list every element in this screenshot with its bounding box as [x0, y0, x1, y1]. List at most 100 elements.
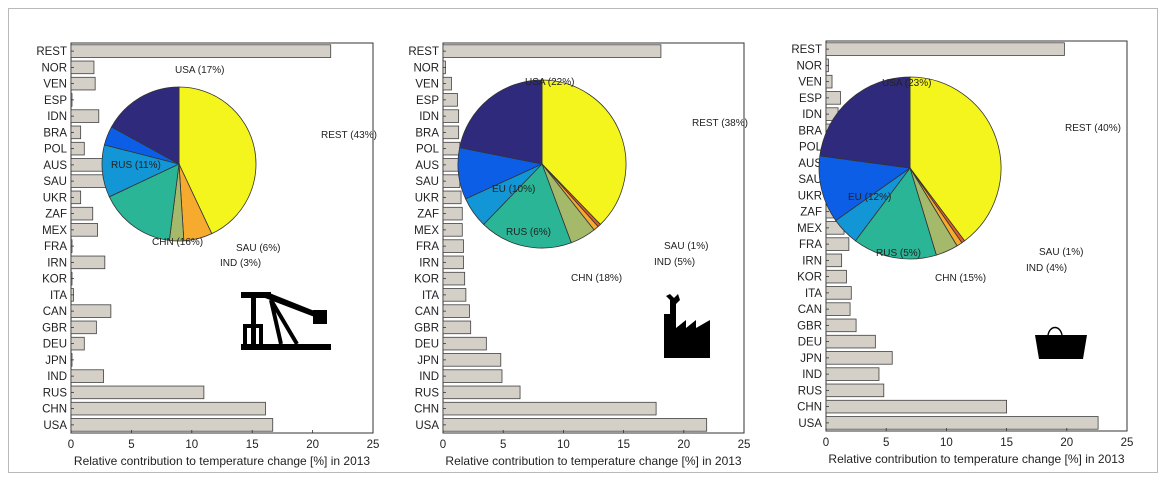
figure-frame: REST NOR VEN ESP IDN BRA POL AUS SAU UKR ZAF MEX FRA… — [8, 8, 1158, 473]
chart-panel-oil: REST NOR VEN ESP IDN BRA POL AUS SAU UKR ZAF MEX FRA… — [36, 42, 379, 468]
bar-rest — [442, 44, 662, 58]
category-label-jpn: JPN — [417, 355, 439, 367]
bar-deu — [825, 334, 876, 349]
x-axis-label: Relative contribution to temperature cha… — [445, 454, 742, 468]
bar-ind — [825, 367, 880, 381]
category-label-mex: MEX — [797, 223, 822, 235]
category-label-pol: POL — [416, 144, 440, 156]
bar-jpn — [825, 351, 893, 365]
category-label-bra: BRA — [415, 127, 439, 139]
bag-body — [1035, 335, 1087, 359]
category-label-can: CAN — [43, 306, 67, 318]
category-label-esp: ESP — [416, 95, 439, 107]
category-label-rus: RUS — [415, 387, 440, 399]
category-label-sau: SAU — [415, 176, 439, 188]
x-tick-label: 15 — [1000, 437, 1013, 449]
category-label-ita: ITA — [50, 290, 67, 302]
shopping-bag-icon — [1035, 326, 1087, 359]
category-label-zaf: ZAF — [417, 209, 439, 221]
bag-handle — [1047, 326, 1063, 336]
bar-gbr — [825, 318, 857, 333]
bar-rus — [825, 383, 885, 398]
pie-label-rest: REST (38%) — [692, 118, 748, 129]
pump-beam-left — [241, 292, 271, 298]
category-label-zaf: ZAF — [800, 207, 822, 219]
category-label-ukr: UKR — [798, 190, 822, 202]
category-label-idn: IDN — [47, 111, 67, 123]
category-label-ven: VEN — [43, 79, 67, 91]
category-label-gbr: GBR — [42, 322, 67, 334]
x-tick-label: 25 — [738, 439, 751, 451]
x-tick-label: 5 — [883, 437, 889, 449]
bar-nor — [70, 60, 95, 75]
bar-chn — [442, 401, 657, 416]
category-label-fra: FRA — [416, 241, 439, 253]
category-label-mex: MEX — [42, 225, 67, 237]
factory-icon — [664, 294, 710, 358]
pie-label-sau: SAU (1%) — [664, 241, 708, 252]
pump-head — [313, 310, 327, 324]
bar-can — [70, 304, 112, 318]
category-label-fra: FRA — [799, 239, 822, 251]
pie-label-ind: IND (5%) — [654, 257, 695, 268]
category-label-gbr: GBR — [797, 320, 822, 332]
bar-fra — [825, 237, 850, 251]
bar-ita — [442, 288, 467, 302]
x-tick-label: 15 — [246, 439, 259, 451]
pie-slice-rest — [178, 86, 257, 235]
bar-can — [825, 302, 851, 316]
pump-leg-b — [269, 298, 299, 346]
category-label-kor: KOR — [42, 274, 67, 286]
x-tick-label: 15 — [617, 439, 630, 451]
pie-label-usa: USA (17%) — [175, 65, 224, 76]
pie-slice-usa — [110, 86, 180, 165]
x-axis-label: Relative contribution to temperature cha… — [74, 454, 371, 468]
bar-rest — [825, 42, 1065, 56]
category-label-irn: IRN — [47, 257, 67, 269]
category-label-gbr: GBR — [414, 322, 439, 334]
category-label-ind: IND — [802, 369, 822, 381]
category-label-usa: USA — [415, 420, 439, 432]
pie-label-chn: CHN (15%) — [935, 273, 986, 284]
category-label-ukr: UKR — [43, 192, 67, 204]
category-label-pol: POL — [44, 144, 68, 156]
pie-slice-eu — [818, 155, 912, 222]
category-label-deu: DEU — [43, 339, 67, 351]
pie-label-rus: RUS (11%) — [111, 160, 161, 171]
bar-chn — [825, 399, 1008, 414]
category-label-rest: REST — [791, 44, 822, 56]
category-label-usa: USA — [798, 418, 822, 430]
category-label-sau: SAU — [798, 174, 822, 186]
bar-rus — [70, 385, 205, 400]
axes-box — [70, 42, 374, 434]
oil-pump-icon — [241, 292, 331, 350]
pie-label-rest: REST (40%) — [1065, 123, 1121, 134]
pie-slice-chn — [483, 163, 572, 249]
category-label-fra: FRA — [44, 241, 67, 253]
bar-rest — [70, 44, 332, 58]
category-label-aus: AUS — [798, 158, 822, 170]
chart-panel-consumption: REST NOR VEN ESP IDN BRA POL AUS SAU UKR ZAF MEX FRA… — [791, 40, 1133, 466]
pie-slice-usa — [819, 76, 911, 169]
bar-usa — [70, 418, 274, 432]
pump-beam — [265, 292, 327, 321]
category-label-ita: ITA — [422, 290, 439, 302]
x-tick-label: 20 — [677, 439, 690, 451]
pie-label-ind: IND (4%) — [1026, 263, 1067, 274]
category-label-sau: SAU — [43, 176, 67, 188]
bar-rus — [442, 385, 521, 400]
x-tick-label: 5 — [500, 439, 506, 451]
x-tick-label: 0 — [440, 439, 446, 451]
category-label-jpn: JPN — [45, 355, 67, 367]
bar-idn — [70, 109, 100, 123]
x-axis-label: Relative contribution to temperature cha… — [828, 452, 1125, 466]
category-label-nor: NOR — [41, 62, 67, 74]
category-label-ita: ITA — [805, 288, 822, 300]
bar-gbr — [442, 320, 472, 335]
category-label-idn: IDN — [419, 111, 439, 123]
category-label-can: CAN — [798, 304, 822, 316]
category-label-bra: BRA — [798, 125, 822, 137]
pump-leg-a — [269, 299, 283, 345]
category-label-usa: USA — [43, 420, 67, 432]
pie-label-sau: SAU (6%) — [236, 243, 280, 254]
